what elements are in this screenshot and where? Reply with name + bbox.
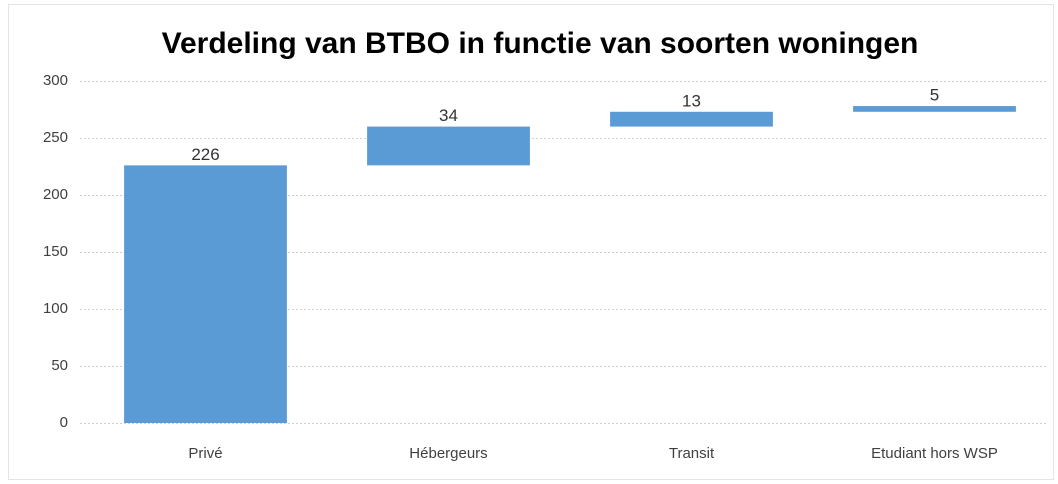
- y-tick-label: 150: [43, 243, 68, 260]
- y-tick-label: 300: [43, 72, 68, 89]
- y-tick-label: 200: [43, 186, 68, 203]
- value-label: 226: [191, 145, 219, 164]
- bar: [610, 111, 773, 127]
- bar: [853, 106, 1016, 112]
- value-label: 13: [682, 91, 701, 110]
- y-tick-label: 100: [43, 300, 68, 317]
- chart-title: Verdeling van BTBO in functie van soorte…: [162, 27, 919, 60]
- y-tick-label: 50: [51, 357, 68, 374]
- bar: [124, 165, 287, 424]
- y-tick-label: 0: [60, 414, 68, 431]
- value-label: 5: [930, 86, 939, 105]
- value-label: 34: [439, 106, 458, 125]
- x-tick-label: Privé: [188, 445, 222, 462]
- bar: [367, 126, 530, 166]
- x-tick-label: Hébergeurs: [409, 445, 487, 462]
- chart-frame: [8, 4, 1054, 480]
- y-tick-label: 250: [43, 129, 68, 146]
- x-tick-label: Transit: [669, 445, 715, 462]
- x-tick-label: Etudiant hors WSP: [871, 445, 998, 462]
